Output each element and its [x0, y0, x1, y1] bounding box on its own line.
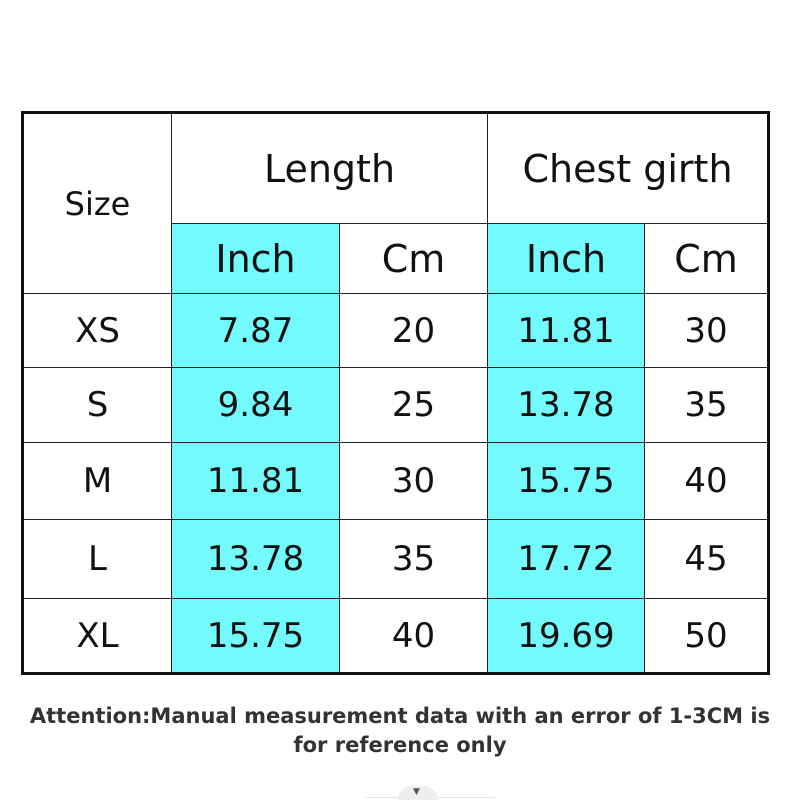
unit-header: Cm: [339, 223, 488, 294]
value-cell: 50: [644, 598, 769, 674]
table-row: S 9.84 25 13.78 35: [22, 367, 769, 443]
value-cell: 25: [339, 367, 488, 443]
value-cell: 11.81: [171, 442, 340, 520]
value-cell: 15.75: [171, 598, 340, 674]
value-cell: 13.78: [171, 519, 340, 599]
expand-handle[interactable]: ▼: [398, 786, 438, 800]
size-header: Size: [22, 112, 172, 294]
unit-header: Cm: [644, 223, 769, 294]
value-cell: 30: [644, 293, 769, 368]
value-cell: 7.87: [171, 293, 340, 368]
value-cell: 45: [644, 519, 769, 599]
size-cell: M: [22, 442, 172, 520]
note-line: Attention:Manual measurement data with a…: [29, 704, 771, 728]
unit-header: Inch: [171, 223, 340, 294]
note-line: for reference only: [293, 733, 507, 757]
size-cell: S: [22, 367, 172, 443]
table-row: XS 7.87 20 11.81 30: [22, 293, 769, 368]
value-cell: 35: [644, 367, 769, 443]
table-row: L 13.78 35 17.72 45: [22, 519, 769, 599]
table-row: XL 15.75 40 19.69 50: [22, 598, 769, 674]
value-cell: 20: [339, 293, 488, 368]
value-cell: 17.72: [487, 519, 645, 599]
caret-down-icon: ▼: [413, 787, 420, 797]
attention-note: Attention:Manual measurement data with a…: [0, 702, 800, 760]
table-row: M 11.81 30 15.75 40: [22, 442, 769, 520]
value-cell: 30: [339, 442, 488, 520]
size-cell: XS: [22, 293, 172, 368]
value-cell: 40: [644, 442, 769, 520]
size-cell: XL: [22, 598, 172, 674]
value-cell: 13.78: [487, 367, 645, 443]
unit-header: Inch: [487, 223, 645, 294]
size-chart-table: Size Length Chest girth Inch Cm Inch Cm …: [21, 111, 770, 675]
value-cell: 11.81: [487, 293, 645, 368]
value-cell: 15.75: [487, 442, 645, 520]
value-cell: 9.84: [171, 367, 340, 443]
size-cell: L: [22, 519, 172, 599]
value-cell: 19.69: [487, 598, 645, 674]
chest-girth-header: Chest girth: [487, 112, 769, 224]
value-cell: 40: [339, 598, 488, 674]
length-header: Length: [171, 112, 488, 224]
value-cell: 35: [339, 519, 488, 599]
